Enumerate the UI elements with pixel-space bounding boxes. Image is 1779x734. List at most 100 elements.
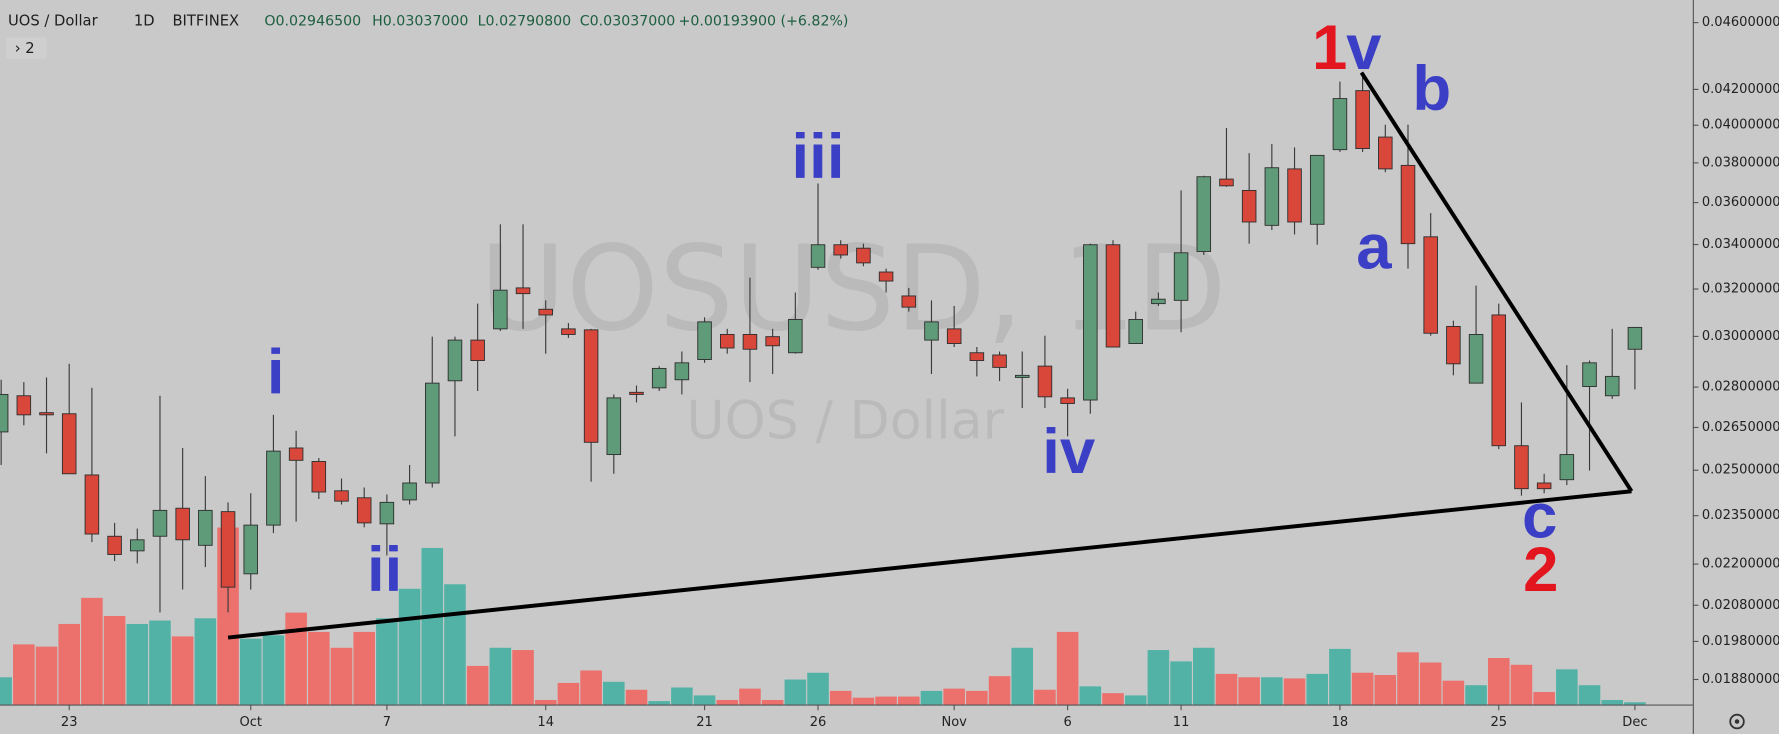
settings-icon[interactable] xyxy=(1729,713,1745,730)
volume-bar xyxy=(308,631,330,705)
open-value: O0.02946500 xyxy=(264,14,361,30)
x-tick-label: 14 xyxy=(537,715,554,730)
y-tick-label: 0.02080000 xyxy=(1702,598,1779,613)
volume-bar xyxy=(1147,650,1170,705)
volume-bar xyxy=(739,688,761,705)
wave-label: v xyxy=(1346,12,1382,83)
volume-bar xyxy=(239,638,262,705)
candle-body xyxy=(1037,365,1053,398)
candle-body xyxy=(1128,319,1143,344)
volume-bar xyxy=(376,618,398,705)
candle-body xyxy=(1151,298,1166,305)
candle-body xyxy=(1582,362,1597,387)
candle-body xyxy=(788,319,803,354)
volume-bar xyxy=(1465,685,1487,705)
volume-bar xyxy=(1215,673,1238,705)
volume-bar xyxy=(1578,685,1601,705)
indicators-button[interactable] xyxy=(5,37,47,59)
axes: 0.04600000 0.04200000 0.04000000 0.03800000… xyxy=(61,15,1779,730)
high-value: H0.03037000 xyxy=(372,14,468,30)
volume-bar xyxy=(13,644,35,705)
wave-label: 2 xyxy=(1523,534,1558,605)
change-value: +0.00193900 (+6.82%) xyxy=(678,14,848,30)
volume-bar xyxy=(421,547,444,705)
y-tick-label: 0.03000000 xyxy=(1702,329,1779,344)
volume-bar xyxy=(920,690,943,705)
volume-bar xyxy=(671,687,693,705)
volume-bar xyxy=(149,620,171,705)
candle-body xyxy=(651,367,667,389)
x-tick-label: 11 xyxy=(1173,715,1190,730)
y-tick-label: 0.03400000 xyxy=(1702,237,1779,252)
x-tick-label: 23 xyxy=(61,715,78,730)
candle-body xyxy=(356,497,372,524)
y-tick-label: 0.02650000 xyxy=(1702,420,1779,435)
volume-bar xyxy=(988,676,1011,705)
wave-label: c xyxy=(1522,481,1557,552)
candle-body xyxy=(198,509,213,546)
volume-bar xyxy=(716,699,739,705)
candle-body xyxy=(84,474,100,535)
volume-bar xyxy=(285,612,307,705)
volume-bar xyxy=(557,682,580,705)
candle-body xyxy=(810,244,826,268)
y-tick-label: 0.03200000 xyxy=(1702,282,1779,297)
volume-bar xyxy=(1102,693,1124,705)
wave-label: 1 xyxy=(1312,12,1347,83)
x-tick-label: 6 xyxy=(1063,715,1071,730)
candle-body xyxy=(39,412,54,416)
candle-body xyxy=(1559,454,1575,481)
volume-bar xyxy=(1034,689,1056,705)
volume-bar xyxy=(103,616,126,705)
volume-bar xyxy=(194,618,217,705)
volume-bar xyxy=(35,646,58,705)
x-tick-label: 21 xyxy=(696,715,713,730)
gear-center[interactable] xyxy=(1734,719,1740,724)
candle-body xyxy=(334,490,349,502)
volume-bar xyxy=(330,647,353,705)
candle-body xyxy=(288,447,304,461)
indicators-toggle[interactable]: › 2 xyxy=(15,40,35,57)
candle-body xyxy=(1536,482,1552,490)
candle-layer xyxy=(0,72,1643,613)
gear[interactable] xyxy=(1729,713,1745,730)
volume-bar xyxy=(1624,702,1646,705)
volume-bar xyxy=(1056,631,1079,705)
candle-body xyxy=(1446,325,1461,365)
candle-body xyxy=(16,395,32,416)
candle-body xyxy=(243,524,259,575)
candle-body xyxy=(833,244,848,256)
wave-label: iii xyxy=(792,121,845,192)
candle-body xyxy=(425,382,440,484)
candle-body xyxy=(765,336,780,347)
y-tick-label: 0.04600000 xyxy=(1702,15,1779,30)
volume-bar xyxy=(852,697,875,705)
candle-body xyxy=(1105,244,1121,348)
y-tick-label: 0.02350000 xyxy=(1702,508,1779,523)
watermark: UOSUSD, 1D UOS / Dollar xyxy=(480,219,1227,451)
volume-bar xyxy=(1487,657,1510,705)
candle-body xyxy=(379,501,395,525)
candle-body xyxy=(992,354,1007,368)
candle-body xyxy=(1468,334,1484,384)
candle-body xyxy=(538,308,553,316)
candle-body xyxy=(1423,236,1438,334)
wave-label: a xyxy=(1356,212,1392,283)
volume-bar xyxy=(1397,652,1419,705)
volume-bar xyxy=(1192,647,1215,705)
volume-bar xyxy=(444,584,466,705)
wave-label: b xyxy=(1412,53,1451,124)
volume-bar xyxy=(126,623,149,705)
volume-bar xyxy=(58,623,80,705)
candle-body xyxy=(606,397,622,456)
candle-body xyxy=(583,329,599,443)
candle-body xyxy=(1604,375,1620,397)
y-tick-label: 0.02200000 xyxy=(1702,557,1779,572)
volume-bar xyxy=(1079,686,1102,705)
x-tick-label: Nov xyxy=(941,715,967,730)
volume-bar xyxy=(1124,695,1147,705)
candle-body xyxy=(266,450,281,526)
trend-line xyxy=(1359,71,1634,493)
